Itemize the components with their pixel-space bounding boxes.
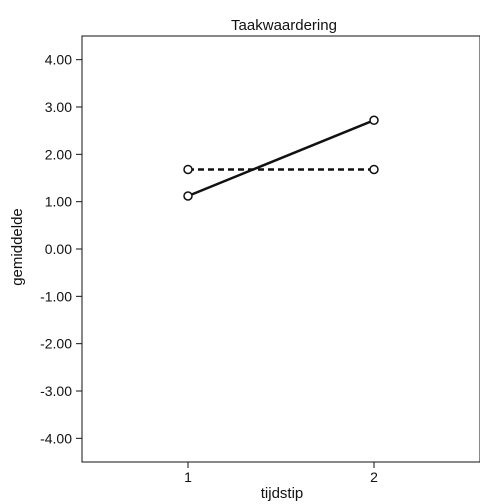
chart-title: Taakwaardering <box>231 17 337 34</box>
y-tick-label: -4.00 <box>40 430 72 446</box>
series-1-line <box>187 119 375 198</box>
y-axis-label: gemiddelde <box>9 208 26 286</box>
y-tick-label: 4.00 <box>45 52 72 68</box>
y-tick-label: 3.00 <box>45 99 72 115</box>
y-tick-label: 2.00 <box>45 146 72 162</box>
plot-frame <box>81 35 480 463</box>
y-tick-label: 1.00 <box>45 194 72 210</box>
x-tick-label: 2 <box>370 469 378 485</box>
y-tick-label: -2.00 <box>40 336 72 352</box>
y-tick-label: -3.00 <box>40 383 72 399</box>
series-1-point <box>369 115 379 126</box>
x-tick-label: 1 <box>184 469 192 485</box>
y-axis: 4.00 3.00 2.00 1.00 0.00 -1.00 -2.00 -3.00 -4.00 <box>40 52 82 446</box>
series-2-point <box>369 164 379 175</box>
series-lines <box>187 119 375 198</box>
series-2-point <box>183 164 193 175</box>
series-1-point <box>183 191 193 201</box>
x-axis-label: tijdstip <box>261 485 304 502</box>
series-points <box>183 115 379 201</box>
y-tick-label: -1.00 <box>40 288 72 304</box>
y-tick-label: 0.00 <box>45 241 72 257</box>
